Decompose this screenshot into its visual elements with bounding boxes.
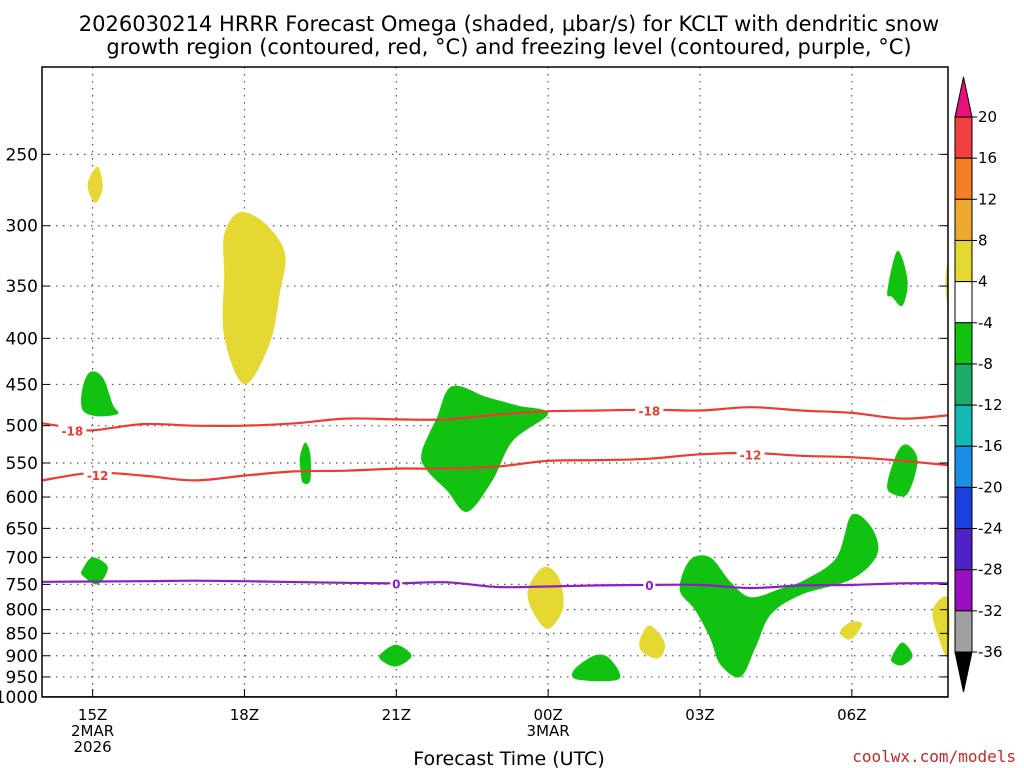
omega-region	[81, 371, 119, 417]
omega-region	[887, 444, 918, 497]
x-tick-date-label: 2026	[74, 738, 112, 756]
x-tick-label: 18Z	[230, 706, 259, 724]
contour-label: -12	[740, 448, 762, 462]
colorbar-bottom-arrow	[954, 651, 973, 693]
colorbar-block	[954, 157, 973, 200]
colorbar-top-arrow	[954, 76, 973, 118]
omega-region	[222, 212, 286, 385]
y-tick-label: 950	[6, 668, 38, 688]
colorbar-block	[954, 322, 973, 365]
y-tick-label: 450	[6, 375, 38, 395]
omega-region	[571, 654, 621, 682]
omega-region	[379, 644, 412, 667]
contour-label: -18	[62, 424, 84, 438]
y-tick-label: 1000	[0, 688, 38, 708]
colorbar-label: -32	[978, 602, 1003, 620]
colorbar-block	[954, 610, 973, 653]
y-axis: 250 300 350 400 450 500 550 600 650 700 750 800 850 9…	[0, 145, 948, 708]
colorbar-block	[954, 404, 973, 447]
colorbar-block	[954, 281, 973, 324]
x-tick-label: 06Z	[837, 706, 866, 724]
omega-region	[679, 513, 879, 678]
omega-region	[639, 625, 666, 659]
colorbar-block	[954, 486, 973, 530]
plot-area: -18 -18 -12 -12 0 0	[41, 66, 950, 698]
colorbar-block	[954, 569, 973, 612]
contour-label: 0	[645, 579, 653, 593]
colorbar-label: 12	[978, 190, 997, 208]
omega-region	[299, 442, 312, 485]
contour-line	[41, 451, 949, 482]
colorbar-block	[954, 445, 973, 488]
omega-region	[80, 557, 108, 585]
omega-colorbar: 20 16 12 8 4 -4 -8 -12 -16 -20 -24 -28 -32 -36	[954, 76, 1003, 693]
colorbar-block	[954, 363, 973, 406]
y-tick-label: 800	[6, 601, 38, 621]
y-tick-label: 550	[6, 454, 38, 474]
colorbar-block	[954, 198, 973, 241]
contour-label-background	[390, 576, 403, 590]
omega-region	[421, 385, 549, 512]
colorbar-label: 4	[978, 273, 988, 291]
chart-title-line-2: growth region (contoured, red, °C) and f…	[106, 35, 911, 59]
contour-line	[41, 579, 949, 590]
contour-line	[41, 406, 949, 432]
omega-region	[887, 250, 908, 307]
colorbar-label: -20	[978, 478, 1003, 496]
colorbar-label: 20	[978, 108, 997, 126]
omega-region	[840, 621, 862, 640]
contour-label: -12	[87, 469, 109, 483]
colorbar-label: -4	[978, 314, 993, 332]
chart-title-line-1: 2026030214 HRRR Forecast Omega (shaded, …	[79, 12, 939, 36]
x-tick-label: 00Z	[533, 706, 562, 724]
colorbar-block	[954, 116, 973, 159]
omega-region	[891, 642, 913, 666]
y-tick-label: 900	[6, 647, 38, 667]
colorbar-label: -24	[978, 520, 1003, 538]
y-tick-label: 850	[6, 624, 38, 644]
plot-background	[42, 67, 948, 697]
x-tick-date-label: 2MAR	[71, 722, 114, 740]
colorbar-label: -28	[978, 561, 1003, 579]
omega-region	[932, 596, 950, 658]
contour-label-background	[83, 467, 112, 481]
y-tick-label: 650	[6, 519, 38, 539]
omega-region	[527, 566, 564, 629]
contour-label-background	[736, 447, 765, 461]
contour-label-background	[58, 423, 87, 437]
colorbar-label: -12	[978, 396, 1003, 414]
contour-label-background	[643, 577, 656, 591]
contour-label: -18	[639, 405, 661, 419]
x-tick-label: 03Z	[685, 706, 714, 724]
plot-frame	[41, 66, 949, 698]
colorbar-label: 8	[978, 231, 988, 249]
colorbar-block	[954, 239, 973, 283]
x-axis-label: Forecast Time (UTC)	[413, 748, 604, 768]
colorbar-label: -36	[978, 643, 1003, 661]
colorbar-label: -8	[978, 355, 993, 373]
omega-region	[87, 166, 103, 203]
colorbar-label: 16	[978, 149, 997, 167]
y-tick-label: 250	[6, 145, 38, 165]
colorbar-block	[954, 528, 973, 571]
y-tick-label: 500	[6, 417, 38, 437]
source-credit: coolwx.com/models	[852, 747, 1016, 766]
y-tick-label: 600	[6, 488, 38, 508]
contour-label-background	[635, 403, 664, 417]
contour-label: 0	[392, 577, 400, 591]
x-tick-label: 15Z	[78, 706, 107, 724]
x-tick-label: 21Z	[382, 706, 411, 724]
y-tick-label: 750	[6, 575, 38, 595]
y-tick-label: 300	[6, 217, 38, 237]
x-tick-date-label: 3MAR	[527, 722, 570, 740]
y-tick-label: 350	[6, 277, 38, 297]
y-tick-label: 400	[6, 329, 38, 349]
y-tick-label: 700	[6, 548, 38, 568]
colorbar-label: -16	[978, 437, 1003, 455]
